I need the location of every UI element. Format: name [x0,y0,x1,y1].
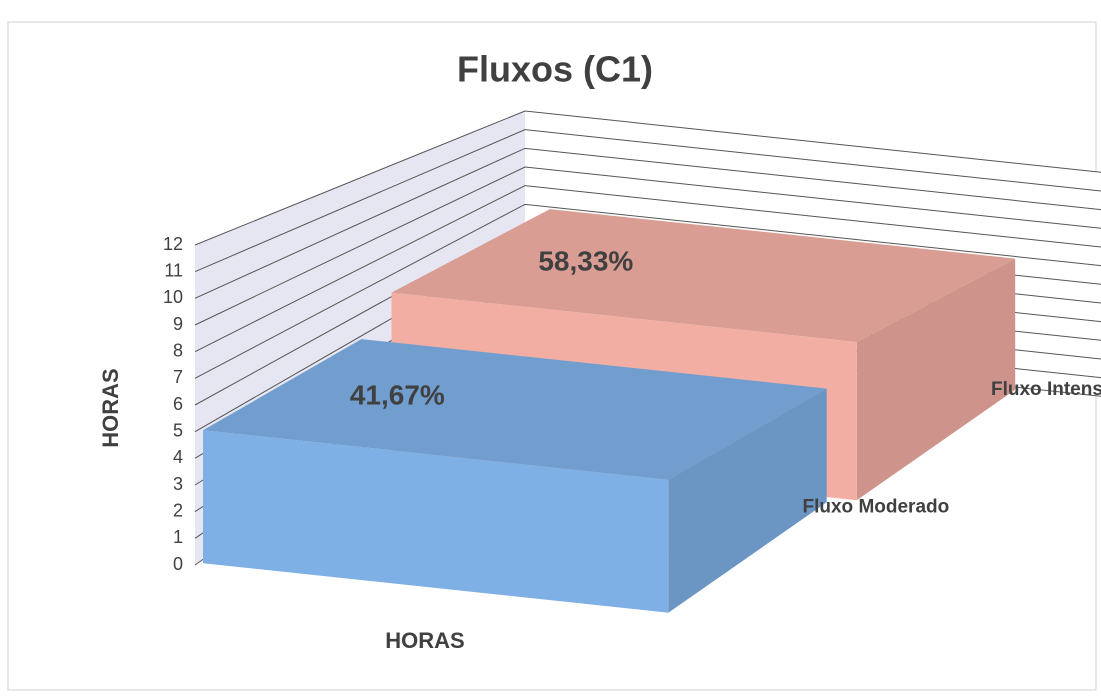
y-tick-label: 12 [163,234,183,254]
bar-front [203,430,669,613]
data-label: 41,67% [350,379,445,410]
y-tick-label: 7 [173,367,183,387]
bar-top [391,209,1016,343]
y-tick-label: 9 [173,314,183,334]
grid-line [194,147,1101,299]
grid-line [194,129,1101,273]
y-axis-label: HORAS [98,368,123,447]
bar-side [668,388,827,613]
bar-top [203,339,827,480]
grid-line [194,203,1101,379]
y-tick-label: 10 [163,287,183,307]
y-tick-label: 8 [173,340,183,360]
y-tick-label: 4 [173,447,183,467]
y-tick-label: 6 [173,394,183,414]
grid-line [194,166,1101,326]
series-label: Fluxo Moderado [803,497,950,518]
chart-title: Fluxos (C1) [457,49,653,90]
y-tick-label: 1 [173,527,183,547]
grid-line [194,110,1101,246]
series-label: Fluxo Intenso [991,379,1101,400]
y-tick-label: 2 [173,500,183,520]
y-tick-label: 5 [173,420,183,440]
x-tick-label: HORAS [385,628,464,653]
y-tick-label: 11 [164,260,183,280]
grid-line [194,185,1101,353]
y-tick-label: 3 [173,474,183,494]
y-tick-label: 0 [173,554,183,574]
bar-side [856,258,1016,501]
data-label: 58,33% [538,245,633,276]
